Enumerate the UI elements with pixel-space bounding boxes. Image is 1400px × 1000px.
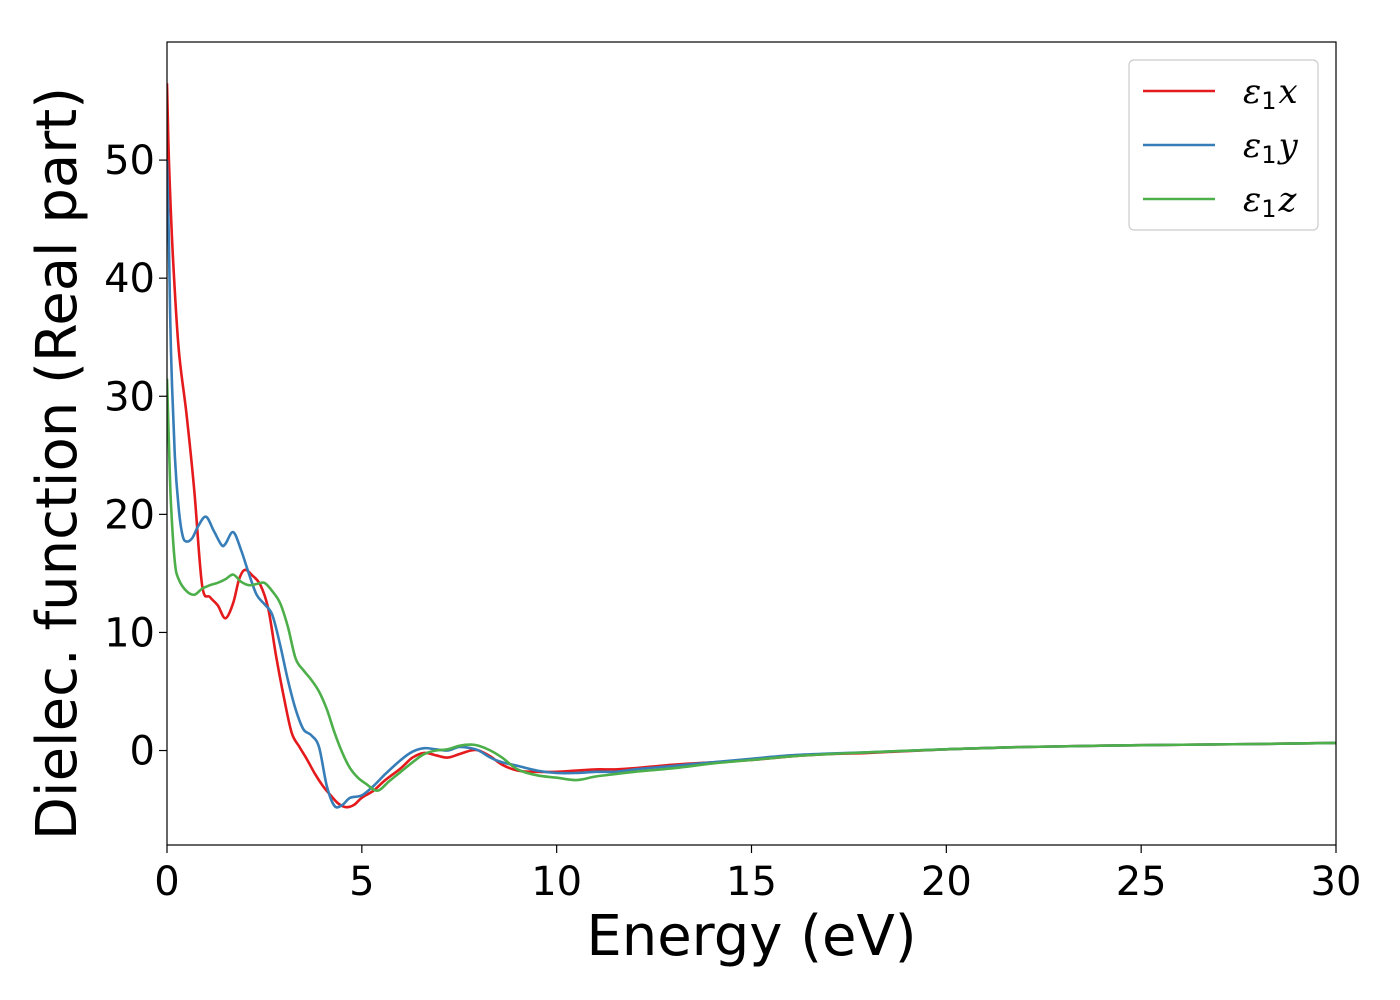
series-line-z <box>167 378 1336 792</box>
x-tick-label: 30 <box>1311 859 1362 905</box>
x-tick-label: 10 <box>531 859 582 905</box>
legend-item-z: ε1z <box>1143 180 1298 223</box>
x-tick-label: 15 <box>726 859 777 905</box>
y-tick-label: 50 <box>104 138 155 184</box>
x-tick-label: 0 <box>154 859 179 905</box>
series-group <box>167 83 1336 809</box>
legend-label: ε1z <box>1243 180 1298 223</box>
legend-label: ε1y <box>1243 126 1299 169</box>
y-axis-label: Dielec. function (Real part) <box>25 87 90 840</box>
y-tick-label: 10 <box>104 610 155 656</box>
series-line-y <box>167 160 1336 809</box>
legend-item-x: ε1x <box>1143 72 1298 115</box>
y-tick-label: 40 <box>104 256 155 302</box>
x-tick-label: 25 <box>1116 859 1167 905</box>
x-tick-label: 5 <box>349 859 374 905</box>
x-tick-label: 20 <box>921 859 972 905</box>
y-tick-label: 30 <box>104 374 155 420</box>
legend-label: ε1x <box>1243 72 1298 115</box>
y-axis: 0 10 20 30 40 50 <box>104 138 167 775</box>
legend-item-y: ε1y <box>1143 126 1299 169</box>
x-axis-label: Energy (eV) <box>586 904 916 969</box>
y-tick-label: 20 <box>104 492 155 538</box>
x-axis: 0 5 10 15 20 25 30 <box>154 845 1361 905</box>
legend-box <box>1128 59 1319 231</box>
legend: ε1x ε1y ε1z <box>1128 59 1319 231</box>
y-tick-label: 0 <box>130 729 155 775</box>
